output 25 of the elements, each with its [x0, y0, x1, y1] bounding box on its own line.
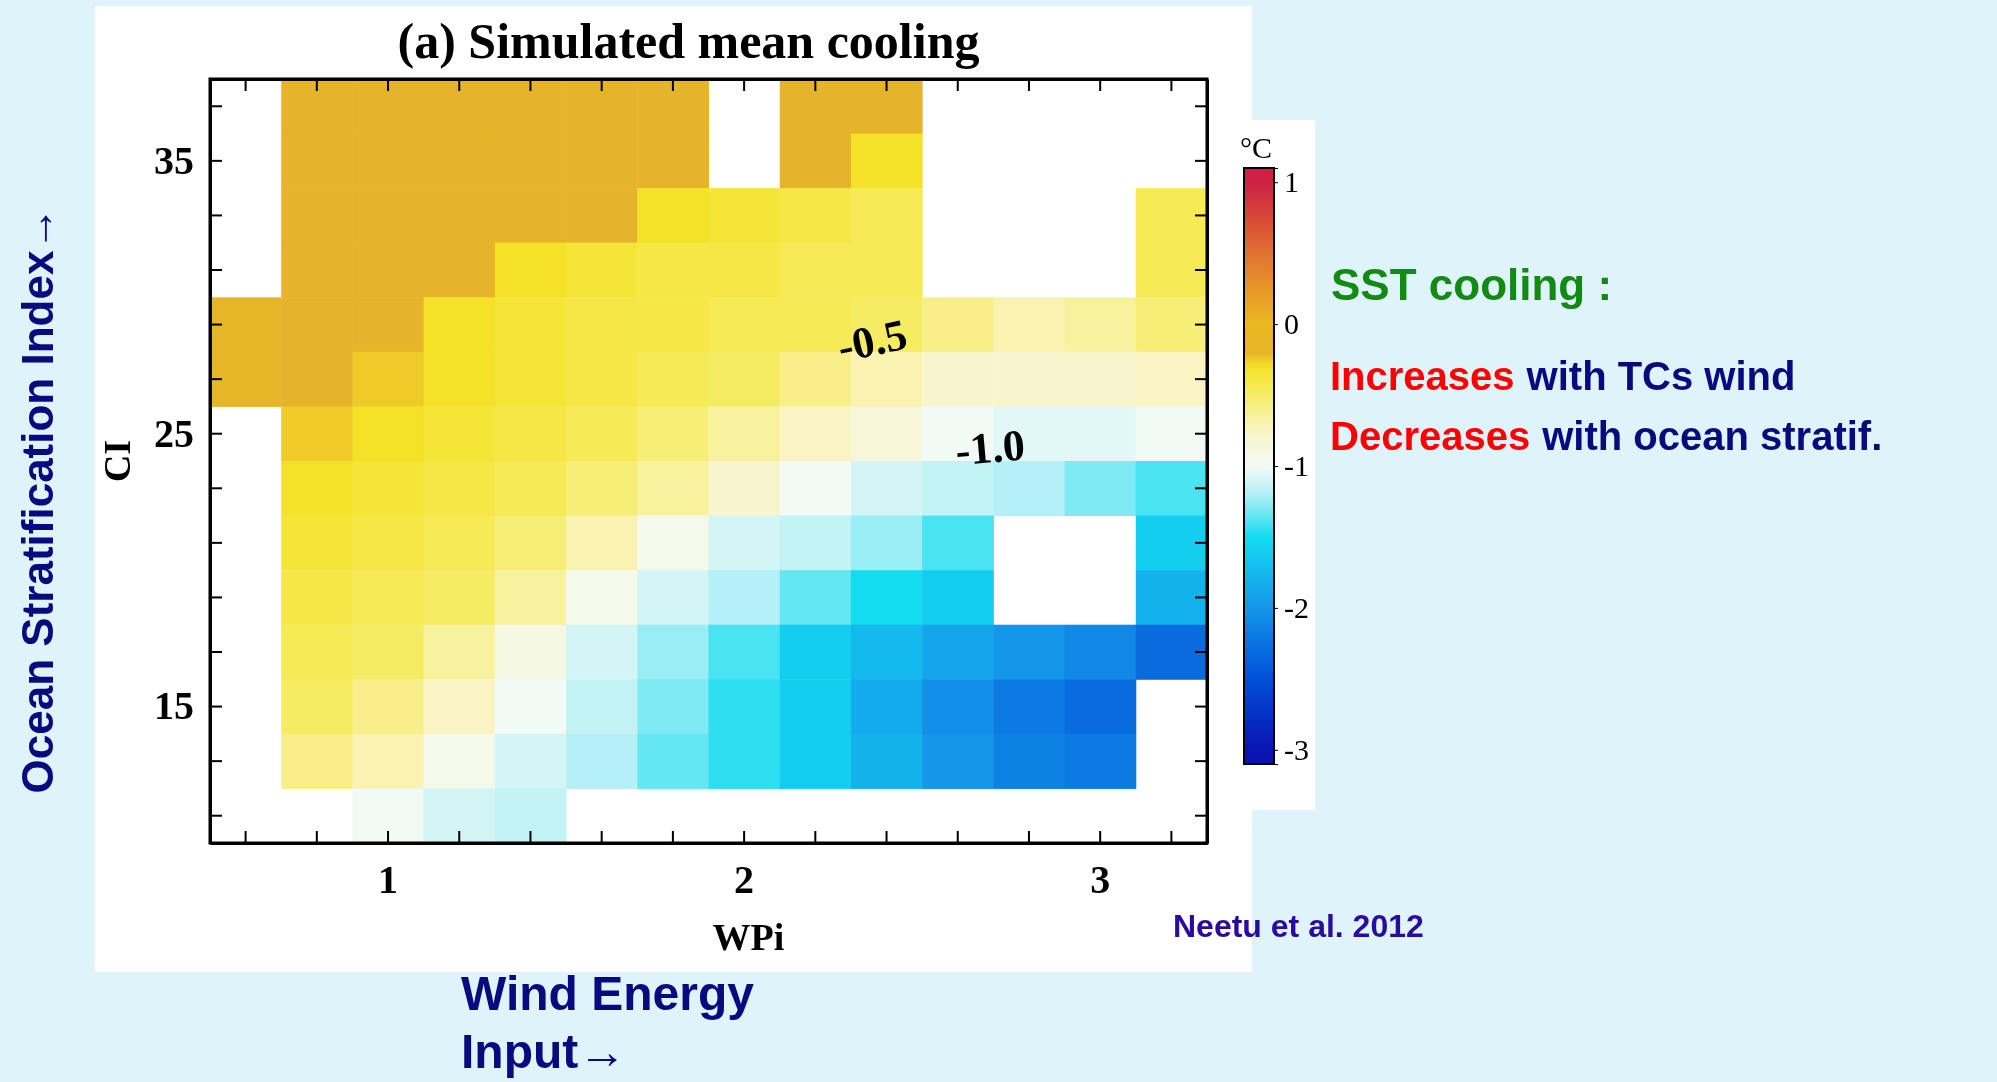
text: Decreases	[1330, 414, 1531, 458]
x-tick-label: 3	[1090, 857, 1111, 903]
y-tick-label: 25	[154, 410, 194, 456]
x-tick-label: 2	[734, 857, 755, 903]
color-bar-label: -2	[1284, 591, 1309, 624]
color-bar-title: °C	[1239, 131, 1273, 164]
color-bar-label: 1	[1284, 165, 1299, 199]
x-tick-label: 1	[378, 857, 399, 903]
text: Wind Energy Input→	[461, 967, 755, 1078]
text: SST cooling :	[1331, 260, 1613, 309]
text: Neetu et al. 2012	[1173, 908, 1424, 944]
text: with ocean stratif.	[1541, 414, 1883, 458]
y-tick-label: 15	[154, 683, 194, 729]
y-tick-label: 35	[154, 137, 194, 183]
color-bar-label: 0	[1284, 307, 1299, 341]
chart-title: (a) Simulated mean cooling	[397, 13, 980, 69]
text: with TCs wind	[1525, 354, 1796, 398]
text: Ocean Stratification Index→	[13, 206, 63, 794]
text: Increases	[1330, 354, 1515, 398]
annotation: -0.5	[833, 309, 912, 373]
y-axis-title: CI	[96, 439, 138, 483]
annotation: -1.0	[953, 420, 1027, 476]
x-axis-title: WPi	[712, 916, 785, 958]
color-bar-label: -1	[1284, 449, 1309, 483]
color-bar-label: -3	[1284, 732, 1309, 766]
